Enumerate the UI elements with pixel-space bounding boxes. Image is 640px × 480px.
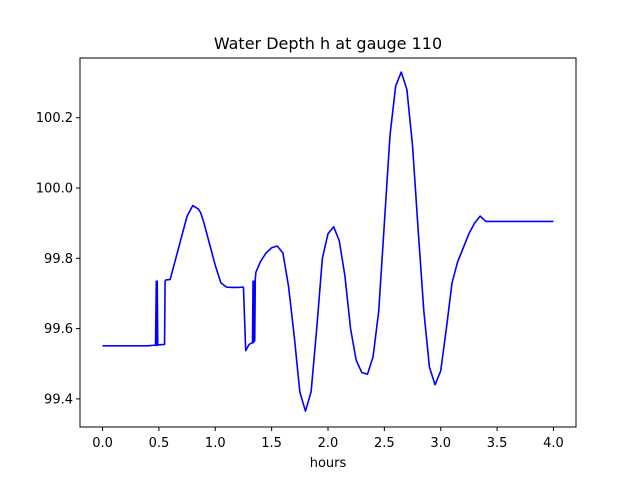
plot-area: [102, 71, 554, 412]
x-tick-label: 3.0: [430, 436, 451, 451]
x-tick-label: 2.5: [374, 436, 395, 451]
x-tick-label: 2.0: [318, 436, 339, 451]
y-tick-label: 99.6: [44, 322, 73, 337]
y-tick-label: 99.8: [44, 252, 73, 267]
x-axis-ticks: 0.0 0.5 1.0 1.5 2.0 2.5 3.0 3.5 4.0: [92, 427, 564, 451]
y-axis-ticks: 99.4 99.6 99.8 100.0 100.2: [36, 111, 80, 407]
x-tick-label: 0.5: [149, 436, 170, 451]
series-line-water-depth: [102, 71, 554, 412]
x-tick-label: 1.0: [205, 436, 226, 451]
x-tick-label: 3.5: [487, 436, 508, 451]
x-tick-label: 1.5: [261, 436, 282, 451]
x-tick-label: 4.0: [543, 436, 564, 451]
y-tick-label: 100.0: [36, 182, 73, 197]
y-tick-label: 99.4: [44, 392, 73, 407]
x-tick-label: 0.0: [92, 436, 113, 451]
x-axis-label: hours: [310, 456, 347, 471]
y-tick-label: 100.2: [36, 111, 73, 126]
chart-title: Water Depth h at gauge 110: [214, 34, 442, 53]
